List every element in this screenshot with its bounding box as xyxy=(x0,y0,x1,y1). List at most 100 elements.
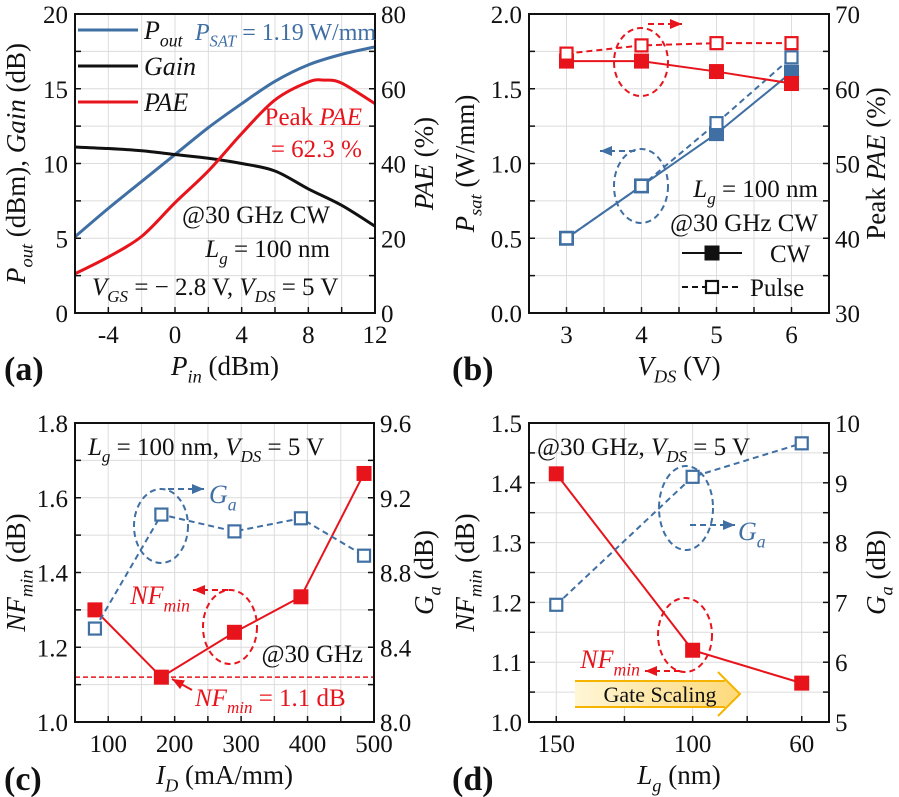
data-point xyxy=(559,46,574,61)
x-tick-label: 200 xyxy=(156,731,194,758)
arrow-edge xyxy=(717,671,742,717)
arrow-head-icon xyxy=(600,146,612,156)
y-axis-label: NFmin (dB) xyxy=(1,513,37,632)
y2-tick-label: 80 xyxy=(381,2,406,29)
annotation: Ga xyxy=(738,517,766,551)
x-tick-label: 500 xyxy=(355,731,393,758)
data-point xyxy=(293,511,309,526)
y2-tick-label: 60 xyxy=(835,77,860,104)
x-tick-label: 8 xyxy=(302,322,315,349)
legend-label: Pulse xyxy=(750,275,804,302)
panel-label: (b) xyxy=(452,351,494,388)
series-line xyxy=(566,42,792,55)
legend-label: CW xyxy=(770,241,811,268)
chart-panel-c: 100 200 300 400 500 1.0 1.2 1.4 1.6 1.8 8.0 8.4 8.8 9… xyxy=(1,411,445,797)
data-point xyxy=(548,466,564,482)
dashed-ellipse-icon xyxy=(133,488,189,564)
annotation: Peak PAE xyxy=(265,104,362,131)
arrow-head-icon xyxy=(645,666,657,676)
annotation: = 62.3 % xyxy=(271,136,362,163)
plot-frame xyxy=(74,422,375,723)
y2-tick-label: 8.4 xyxy=(380,635,412,662)
y-tick-label: 0.5 xyxy=(491,226,522,253)
data-point xyxy=(549,597,564,612)
x-axis-label: Lg (nm) xyxy=(636,760,720,796)
data-point xyxy=(634,38,649,53)
y-tick-label: 15 xyxy=(43,77,68,104)
arrow-body xyxy=(575,672,740,716)
y2-tick-label: 10 xyxy=(835,411,860,438)
dashed-ellipse-icon xyxy=(613,148,669,224)
data-point xyxy=(154,507,169,522)
x-tick-label: 100 xyxy=(89,731,127,758)
y2-tick-label: 9.6 xyxy=(380,411,411,438)
panel-label: (d) xyxy=(452,761,494,797)
y-tick-label: 1.1 xyxy=(491,650,522,677)
legend-label: Gain xyxy=(144,52,196,81)
x-tick-label: 300 xyxy=(222,731,260,758)
x-tick-label: 100 xyxy=(674,731,712,758)
data-point xyxy=(634,178,649,194)
y2-tick-label: 50 xyxy=(835,152,860,179)
dashed-ellipse-icon xyxy=(657,597,713,673)
y2-tick-label: 40 xyxy=(835,226,860,253)
y-tick-label: 1.0 xyxy=(491,152,522,179)
y-tick-label: 1.8 xyxy=(37,411,68,438)
y-tick-label: 1.3 xyxy=(491,531,522,558)
x-tick-label: 4 xyxy=(235,322,248,349)
y-tick-label: 0 xyxy=(56,301,69,328)
legend-marker xyxy=(704,245,720,261)
y-axis-label: Pout (dBm), Gain (dB) xyxy=(1,43,37,285)
y-tick-label: 1.0 xyxy=(37,710,68,737)
legend-marker xyxy=(704,279,720,295)
series-line xyxy=(555,442,803,606)
y2-tick-label: 40 xyxy=(381,152,406,179)
panel-label: (a) xyxy=(4,351,44,388)
x-tick-label: 400 xyxy=(289,731,327,758)
y-tick-label: 5 xyxy=(56,226,69,253)
y2-axis-label: PAE (%) xyxy=(409,117,439,211)
y2-tick-label: 7 xyxy=(835,590,848,617)
annotation: Lg = 100 nm xyxy=(692,176,818,208)
data-point xyxy=(153,669,169,685)
y-tick-label: 20 xyxy=(43,2,68,29)
y-axis-label: NFmin (dB) xyxy=(450,513,486,632)
series-line xyxy=(74,78,376,276)
series-line xyxy=(565,56,793,240)
data-point xyxy=(784,36,799,51)
annotation: Lg = 100 nm xyxy=(204,236,330,268)
x-tick-label: 12 xyxy=(363,322,388,349)
legend-label: Pout xyxy=(143,16,184,50)
x-axis-label: Pin (dBm) xyxy=(170,351,279,387)
y-tick-label: 1.5 xyxy=(491,411,522,438)
arrow-head-icon xyxy=(172,679,185,690)
y2-tick-label: 8.8 xyxy=(380,561,411,588)
chart-panel-b: 3 4 5 6 0.0 0.5 1.0 1.5 2.0 30 40 50 60 70 VDS (V) Psat… xyxy=(450,2,891,388)
data-point xyxy=(227,524,242,539)
y-tick-label: 1.0 xyxy=(491,710,522,737)
data-point xyxy=(709,36,724,51)
y2-axis-label: Ga (dB) xyxy=(409,530,445,615)
data-point xyxy=(709,64,724,80)
x-tick-label: 150 xyxy=(538,731,576,758)
data-point xyxy=(87,602,103,618)
x-axis-label: VDS (V) xyxy=(637,351,720,387)
y-tick-label: 1.2 xyxy=(491,590,522,617)
y2-tick-label: 0 xyxy=(381,301,394,328)
annotation: @30 GHz CW xyxy=(182,202,330,229)
x-tick-label: 0 xyxy=(169,322,182,349)
dashed-ellipse-icon xyxy=(202,589,258,665)
y2-tick-label: 5 xyxy=(835,710,848,737)
data-point xyxy=(226,624,242,640)
data-point xyxy=(784,50,799,65)
data-point xyxy=(634,53,649,69)
legend-label: PAE xyxy=(143,88,188,117)
dashed-ellipse-icon xyxy=(613,27,669,97)
y2-axis-label: Ga (dB) xyxy=(861,530,897,615)
x-axis-label: ID (mA/mm) xyxy=(155,760,293,796)
gate-scaling-label: Gate Scaling xyxy=(603,682,716,707)
series-line xyxy=(74,45,376,238)
annotation: NFmin = 1.1 dB xyxy=(194,685,346,717)
y2-tick-label: 20 xyxy=(381,226,406,253)
